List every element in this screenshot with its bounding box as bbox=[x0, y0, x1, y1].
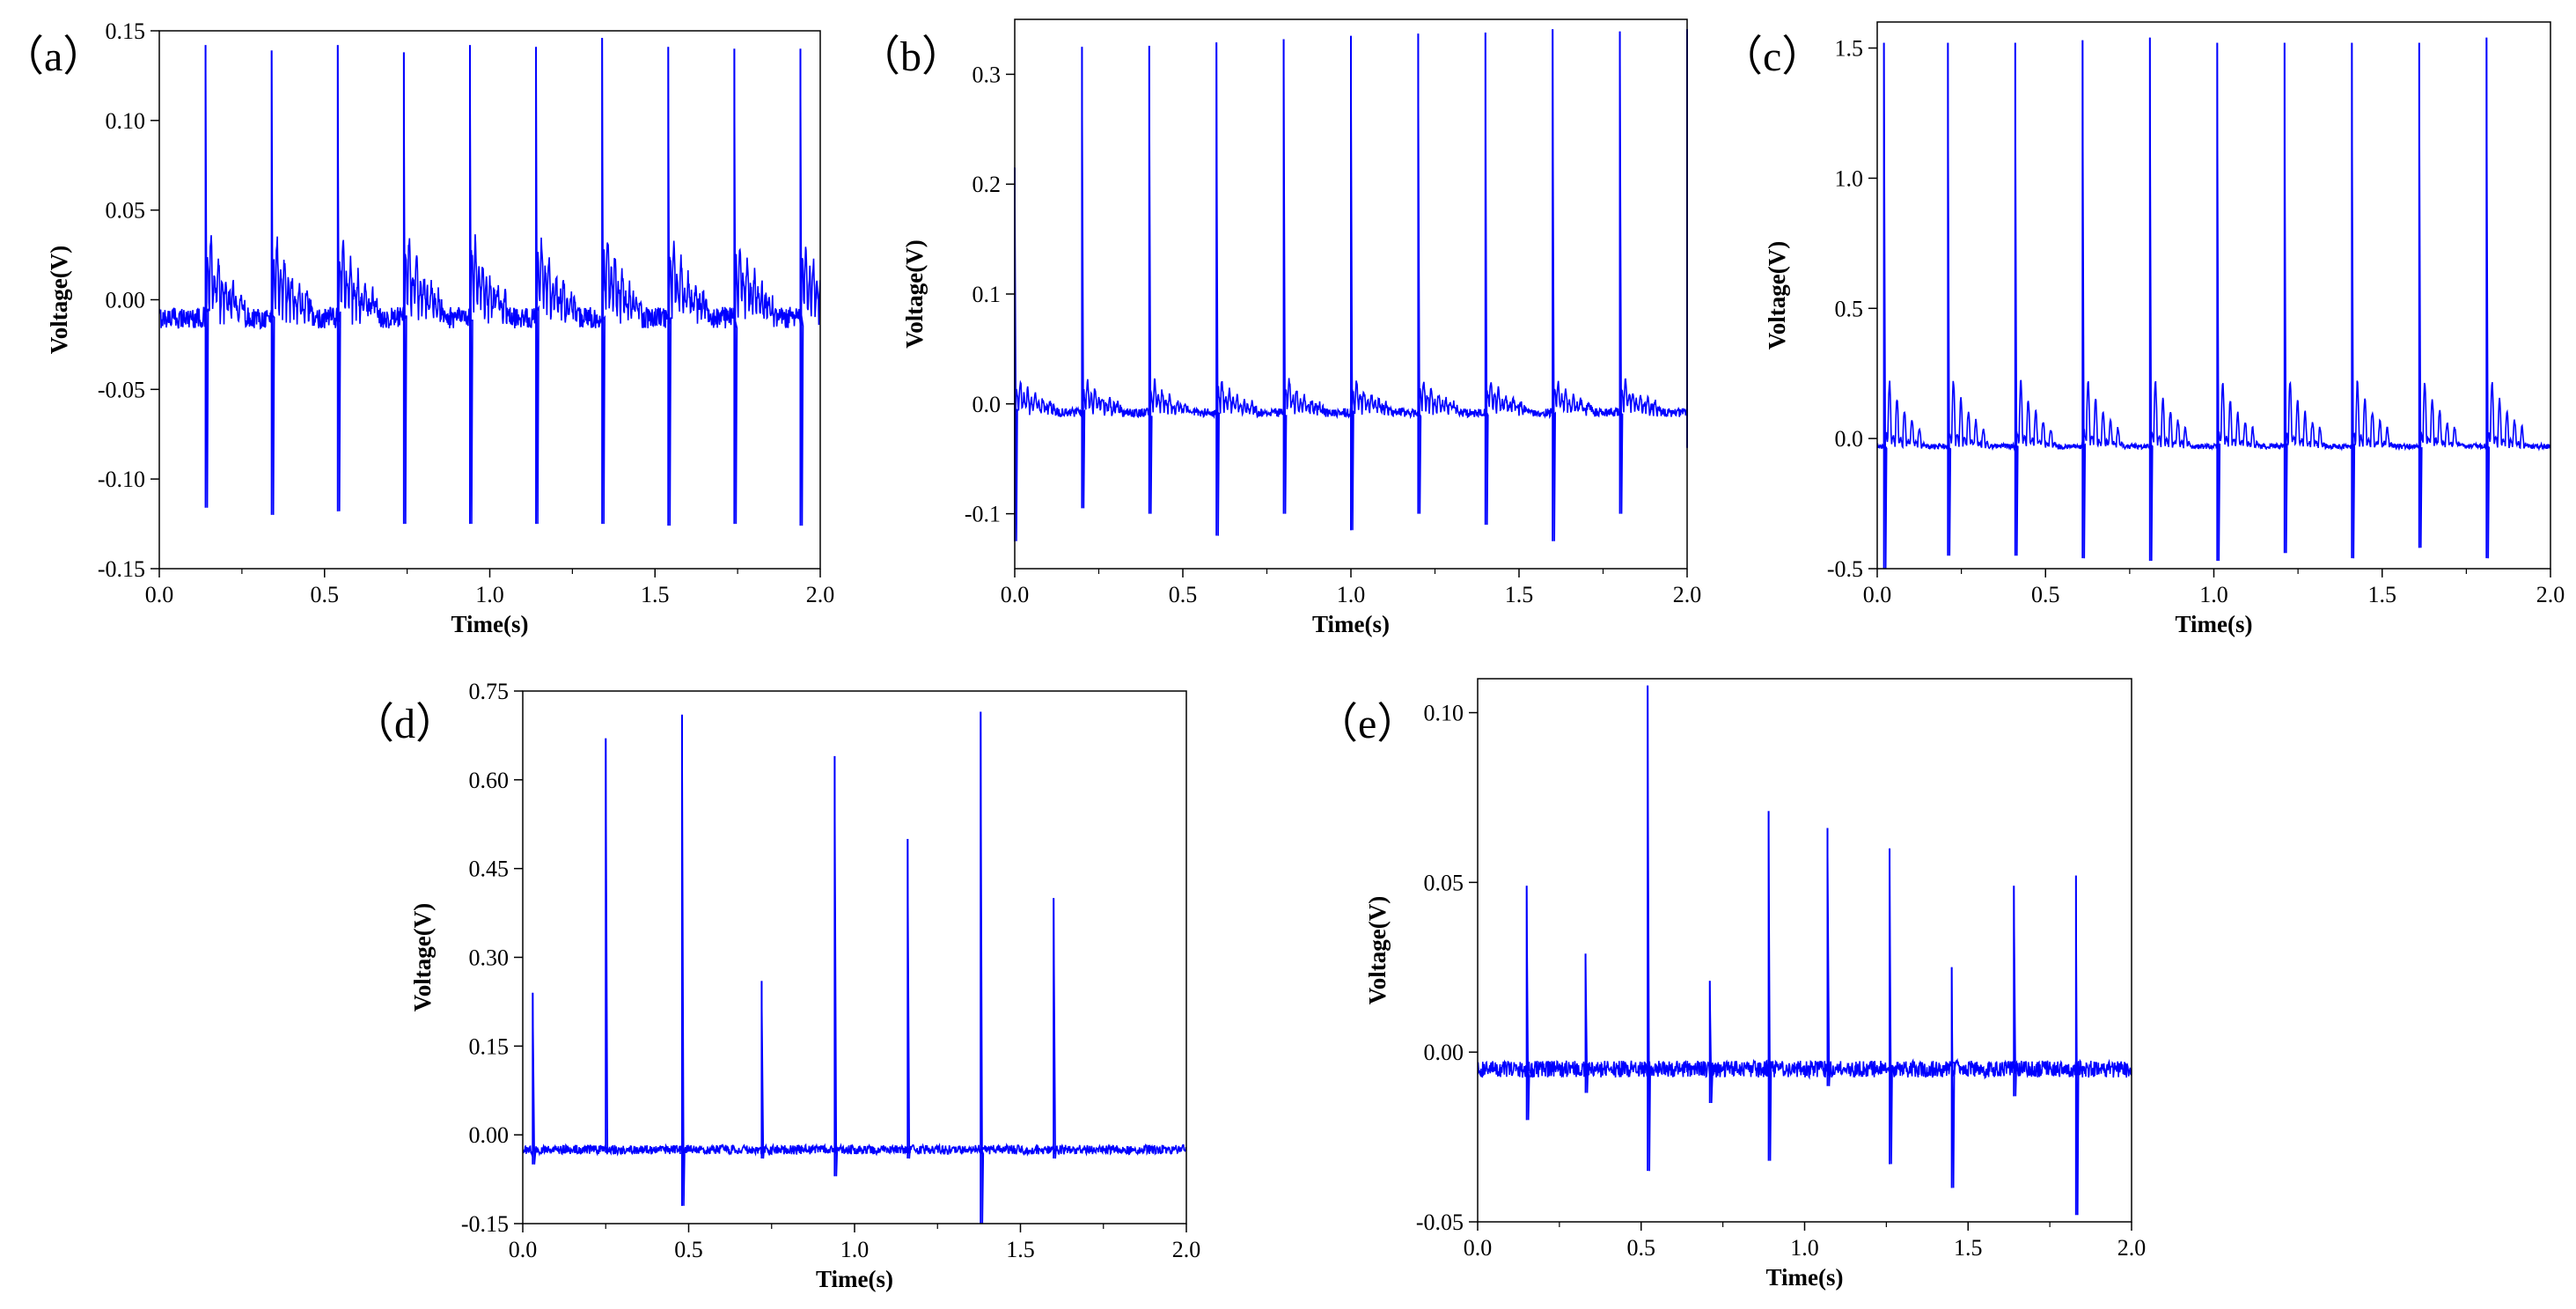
x-tick-label: 1.5 bbox=[1505, 582, 1534, 607]
x-tick-label: 0.0 bbox=[1464, 1235, 1493, 1261]
series-line-b bbox=[1015, 29, 1687, 541]
y-tick-label: 0.30 bbox=[469, 945, 510, 971]
series-line-c bbox=[1877, 37, 2550, 569]
y-tick-label: 1.0 bbox=[1835, 165, 1864, 191]
y-tick-label: 0.5 bbox=[1835, 296, 1864, 321]
y-tick-label: -0.05 bbox=[1416, 1210, 1464, 1235]
y-tick-label: 0.45 bbox=[469, 857, 510, 882]
x-tick-label: 0.0 bbox=[509, 1237, 538, 1262]
y-tick-label: 0.0 bbox=[1835, 426, 1864, 452]
y-tick-label: -0.5 bbox=[1827, 556, 1863, 582]
x-tick-label: 1.5 bbox=[641, 582, 670, 607]
series-line-a bbox=[159, 38, 820, 526]
x-axis-title: Time(s) bbox=[1312, 611, 1390, 637]
y-tick-label: 0.3 bbox=[972, 62, 1002, 87]
y-tick-label: 0.00 bbox=[106, 288, 146, 313]
y-tick-label: 0.00 bbox=[1424, 1040, 1464, 1065]
x-tick-label: 0.5 bbox=[674, 1237, 703, 1262]
plot-frame-d bbox=[522, 690, 1187, 1224]
plot-frame-e bbox=[1477, 678, 2132, 1223]
x-tick-label: 0.0 bbox=[1863, 582, 1892, 607]
y-axis-title: Voltage(V) bbox=[1364, 896, 1391, 1004]
x-tick-label: 1.0 bbox=[840, 1237, 870, 1262]
x-tick-label: 2.0 bbox=[2117, 1235, 2147, 1261]
y-axis-title: Voltage(V) bbox=[901, 239, 928, 348]
panel-a: （a） 0.0 0.5 1.0 1.5 2.0 -0.15 -0.10 -0.05 0.00 0.0… bbox=[2, 18, 834, 637]
panel-letter-e: （e） bbox=[1316, 701, 1419, 747]
x-tick-label: 1.5 bbox=[1006, 1237, 1035, 1262]
panel-letter-a: （a） bbox=[2, 33, 105, 80]
x-tick-label: 0.5 bbox=[311, 582, 340, 607]
x-axis-title: Time(s) bbox=[816, 1266, 893, 1292]
x-axis-title: Time(s) bbox=[451, 611, 529, 637]
panel-d: （d） 0.0 0.5 1.0 1.5 2.0 -0.15 0.00 0.15 0.30 0.45 0… bbox=[352, 679, 1200, 1292]
y-tick-label: -0.15 bbox=[461, 1211, 509, 1237]
panel-letter-d: （d） bbox=[352, 701, 458, 747]
x-tick-label: 1.0 bbox=[1790, 1235, 1819, 1261]
y-tick-label: 0.1 bbox=[972, 282, 1002, 307]
y-tick-label: -0.05 bbox=[98, 377, 145, 402]
x-axis-title: Time(s) bbox=[1766, 1264, 1844, 1291]
panel-letter-c: （c） bbox=[1721, 33, 1824, 80]
y-tick-label: -0.15 bbox=[98, 556, 145, 582]
x-tick-label: 2.0 bbox=[1673, 582, 1702, 607]
y-tick-label: 0.0 bbox=[972, 392, 1002, 417]
series-line-d bbox=[523, 711, 1186, 1224]
x-tick-label: 1.0 bbox=[1337, 582, 1366, 607]
panel-c: （c）0.0 0.5 1.0 1.5 2.0-0.50.00.51.01.5Time(s… bbox=[1721, 21, 2565, 637]
y-tick-label: 0.15 bbox=[469, 1033, 510, 1059]
y-tick-label: -0.10 bbox=[98, 467, 145, 492]
y-tick-label: 0.05 bbox=[1424, 870, 1464, 895]
y-axis-title: Voltage(V) bbox=[46, 246, 72, 354]
x-tick-label: 0.0 bbox=[1001, 582, 1030, 607]
x-tick-label: 0.5 bbox=[1169, 582, 1198, 607]
y-axis-title: Voltage(V) bbox=[1764, 241, 1790, 349]
x-tick-label: 1.5 bbox=[1954, 1235, 1983, 1261]
y-tick-label: 0.10 bbox=[106, 108, 146, 134]
y-tick-label: 1.5 bbox=[1835, 36, 1864, 62]
x-tick-label: 0.0 bbox=[145, 582, 174, 607]
y-axis-title: Voltage(V) bbox=[409, 903, 436, 1011]
y-tick-label: -0.1 bbox=[965, 502, 1001, 527]
x-tick-label: 1.5 bbox=[2368, 582, 2397, 607]
x-tick-label: 0.5 bbox=[2031, 582, 2060, 607]
y-tick-label: 0.2 bbox=[972, 172, 1002, 197]
x-tick-label: 1.0 bbox=[2199, 582, 2228, 607]
x-tick-label: 1.0 bbox=[475, 582, 504, 607]
y-tick-label: 0.60 bbox=[469, 768, 510, 793]
x-tick-label: 2.0 bbox=[1172, 1237, 1201, 1262]
y-tick-label: 0.05 bbox=[106, 198, 146, 224]
panel-e: （e） 0.0 0.5 1.0 1.5 2.0 -0.05 0.00 0.05 0.10 Time(… bbox=[1316, 678, 2147, 1291]
y-tick-label: 0.15 bbox=[106, 18, 146, 44]
panel-b: （b） 0.0 0.5 1.0 1.5 2.0 -0.1 0.0 0.1 0.2 0.3 Time(s… bbox=[858, 18, 1702, 637]
panel-letter-b: （b） bbox=[858, 33, 964, 80]
plot-frame-c bbox=[1876, 21, 2551, 570]
y-tick-label: 0.75 bbox=[469, 679, 510, 704]
x-axis-title: Time(s) bbox=[2176, 611, 2253, 637]
x-tick-label: 2.0 bbox=[2536, 582, 2565, 607]
y-tick-label: 0.00 bbox=[469, 1122, 510, 1148]
y-tick-label: 0.10 bbox=[1424, 701, 1464, 726]
x-tick-label: 2.0 bbox=[806, 582, 835, 607]
x-tick-label: 0.5 bbox=[1627, 1235, 1656, 1261]
plot-frame-a bbox=[158, 30, 821, 570]
series-line-e bbox=[1478, 685, 2132, 1216]
